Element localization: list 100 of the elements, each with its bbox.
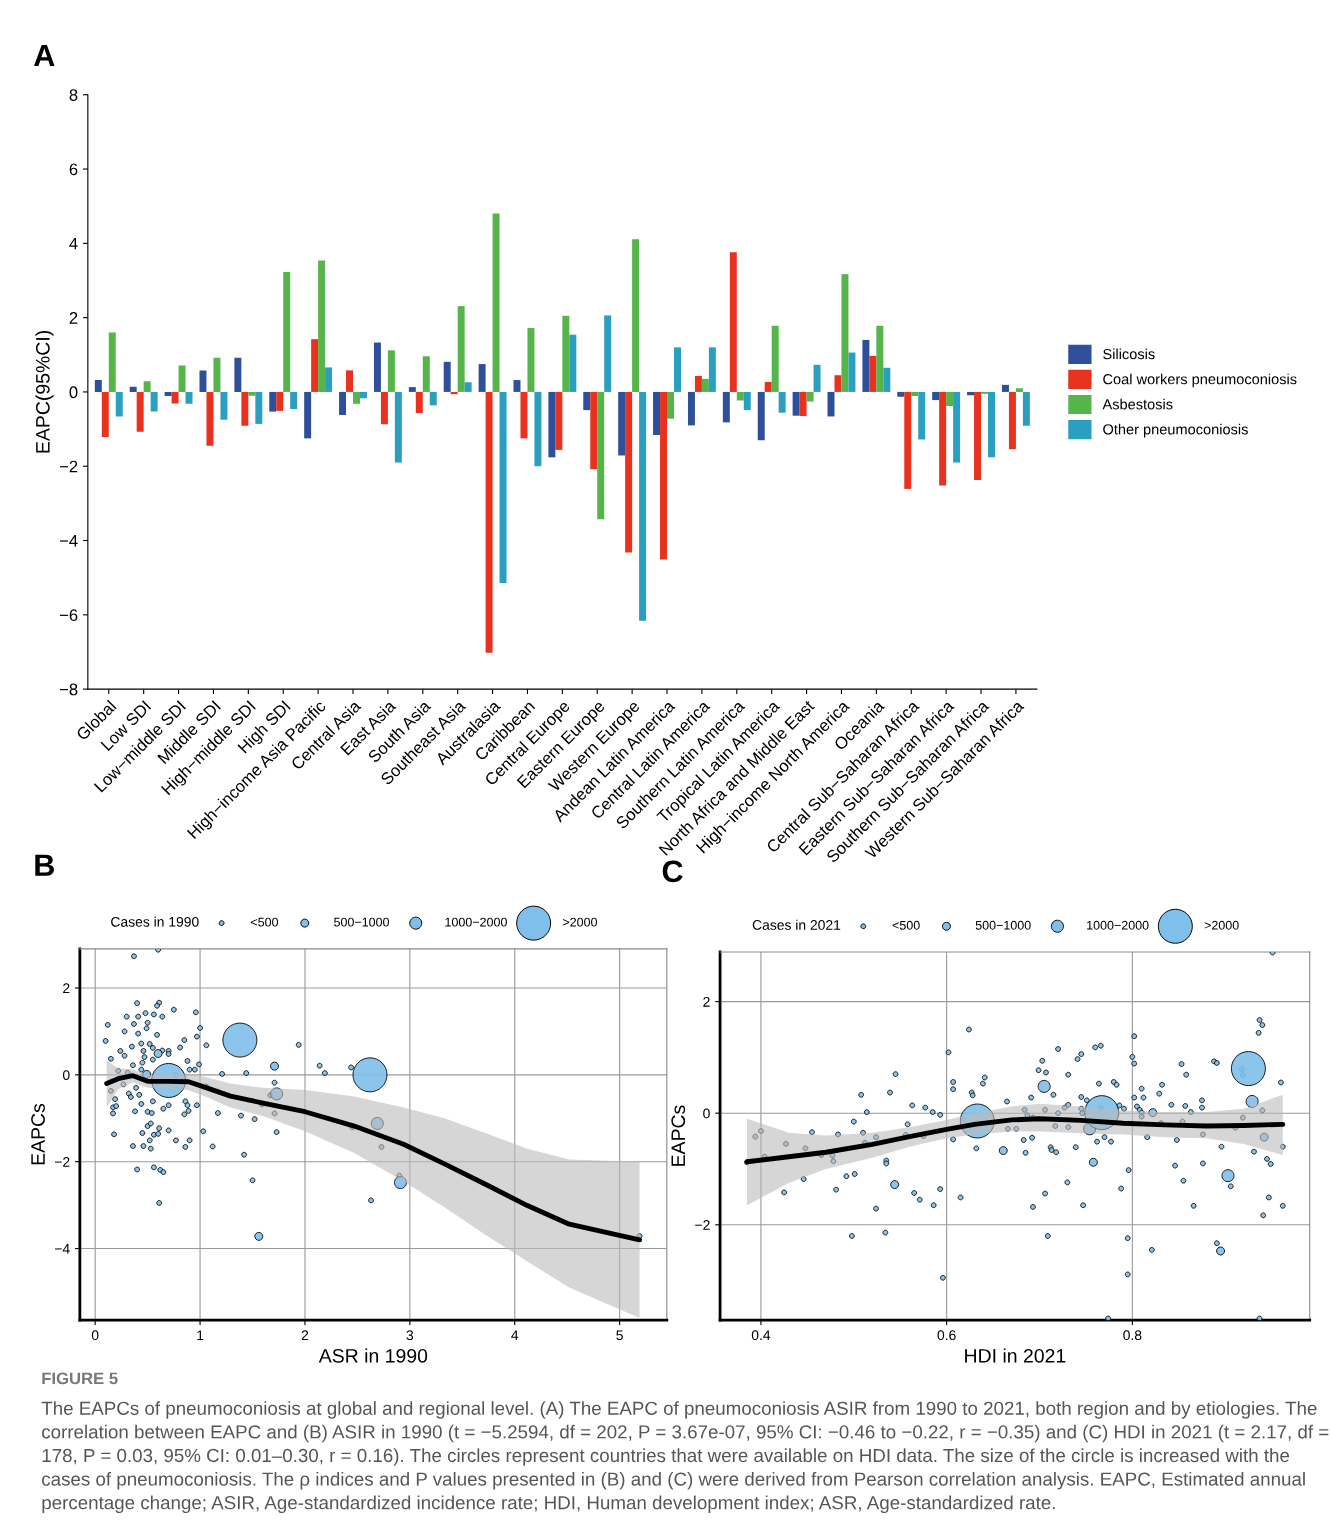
bar — [918, 391, 926, 440]
bar — [346, 370, 354, 392]
bar — [143, 381, 151, 392]
bar — [639, 391, 647, 621]
y-tick-label: −2 — [54, 1157, 70, 1167]
bar — [694, 375, 702, 392]
bar — [757, 391, 765, 441]
bar — [967, 391, 975, 396]
bar — [492, 213, 500, 392]
y-tick-label: −2 — [59, 460, 78, 473]
bar — [834, 375, 842, 392]
bar — [632, 239, 640, 392]
bar — [234, 357, 242, 392]
x-tick-label: 0.8 — [1123, 1330, 1142, 1341]
legend-label: <500 — [251, 917, 279, 927]
bar — [108, 332, 116, 392]
bar — [443, 361, 451, 392]
bar — [953, 391, 961, 463]
bar — [548, 391, 556, 458]
bar — [660, 391, 668, 560]
bar — [220, 391, 228, 420]
bar — [380, 391, 388, 425]
bar — [1008, 391, 1016, 450]
x-tick-label: 4 — [511, 1330, 519, 1340]
bar — [248, 391, 256, 396]
bar — [304, 391, 312, 439]
bar — [1015, 388, 1023, 392]
bar — [94, 380, 102, 392]
y-tick-label: 0 — [69, 386, 78, 399]
bar — [115, 391, 123, 417]
bar — [534, 391, 542, 467]
y-tick-label: −4 — [54, 1244, 70, 1254]
bar — [464, 382, 472, 392]
bar — [904, 391, 912, 489]
bar — [318, 260, 326, 392]
x-tick-label: 3 — [406, 1330, 414, 1341]
legend-label: Silicosis — [1103, 348, 1155, 360]
y-tick-label: 2 — [69, 312, 78, 324]
chart-title: A — [34, 44, 55, 66]
bar — [325, 367, 333, 392]
bar — [136, 391, 144, 432]
bar — [527, 328, 535, 392]
x-tick-label: 5 — [616, 1330, 623, 1341]
bar — [604, 315, 612, 392]
chart-title: B — [35, 854, 54, 876]
bar — [429, 391, 437, 406]
bar — [813, 364, 821, 392]
legend-title: Cases in 1990 — [111, 916, 199, 927]
legend-label: 500−1000 — [334, 917, 390, 927]
legend-label: Asbestosis — [1102, 398, 1173, 410]
bar — [353, 391, 360, 404]
bar — [199, 370, 207, 392]
y-tick-label: 4 — [69, 237, 78, 250]
bar — [687, 391, 695, 426]
y-tick-label: −8 — [59, 683, 78, 696]
legend-label: 500−1000 — [975, 920, 1031, 930]
x-tick-label: 1 — [197, 1330, 204, 1340]
bar — [276, 391, 284, 411]
legend-label: 1000−2000 — [445, 917, 507, 927]
bar — [359, 391, 367, 399]
y-tick-label: 2 — [63, 983, 70, 994]
x-axis-title: HDI in 2021 — [965, 1348, 1066, 1363]
bar — [422, 356, 430, 392]
y-tick-label: −4 — [59, 535, 78, 547]
bar — [206, 391, 214, 446]
bar — [339, 391, 347, 415]
bar — [743, 391, 751, 411]
x-tick-label: 2 — [301, 1330, 309, 1340]
bar — [618, 391, 626, 456]
bar — [876, 325, 884, 392]
bar — [255, 391, 263, 424]
bar — [457, 306, 465, 392]
x-axis-title: ASR in 1990 — [318, 1348, 428, 1363]
bar — [311, 339, 319, 392]
bar — [1001, 384, 1009, 392]
bar — [736, 391, 744, 401]
legend-label: 1000−2000 — [1087, 920, 1149, 930]
y-tick-label: −6 — [59, 609, 78, 622]
bar — [171, 391, 179, 404]
bar — [799, 391, 807, 417]
bar — [988, 391, 995, 458]
bar — [862, 339, 870, 392]
bar — [673, 347, 681, 392]
bar — [178, 365, 186, 392]
bar — [722, 391, 730, 423]
bar — [499, 391, 507, 583]
bar — [701, 378, 709, 392]
bar — [101, 391, 109, 437]
bar — [653, 391, 661, 436]
bar — [911, 391, 919, 397]
x-tick-label: 0.4 — [751, 1330, 771, 1341]
bar — [408, 387, 416, 392]
bar — [241, 391, 249, 426]
bar — [939, 391, 947, 486]
bar — [129, 386, 137, 392]
bar — [764, 381, 772, 392]
legend-label: Coal workers pneumoconiosis — [1103, 373, 1297, 388]
bar — [394, 391, 402, 463]
bar — [213, 357, 221, 392]
legend-title: Cases in 2021 — [752, 919, 841, 930]
